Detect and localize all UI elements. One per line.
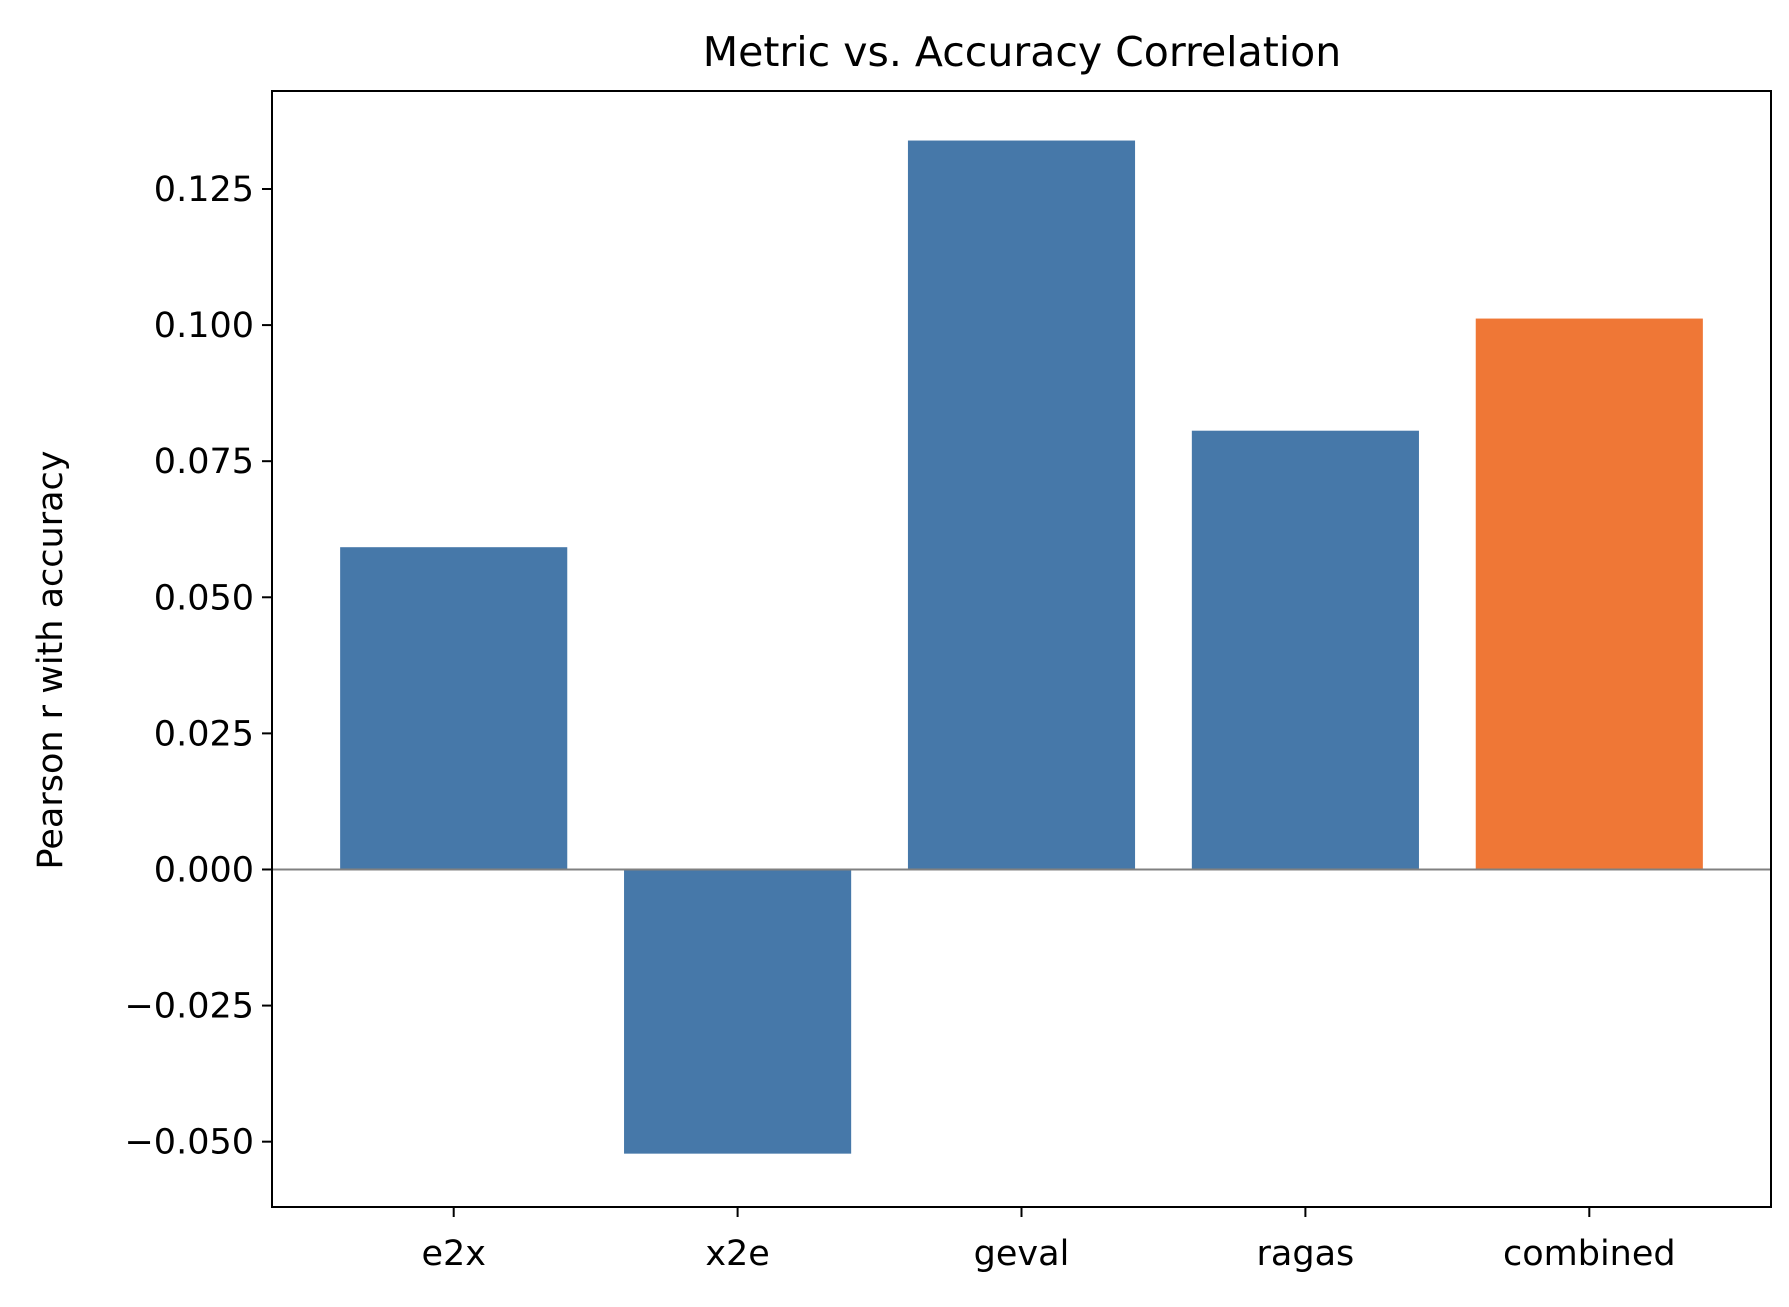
y-tick-label: 0.025 <box>154 714 254 754</box>
bar-geval <box>907 140 1136 870</box>
y-tick-label: 0.075 <box>154 442 254 482</box>
bar-x2e <box>624 869 852 1154</box>
x-tick-label: e2x <box>421 1234 486 1274</box>
bar-ragas <box>1191 430 1419 870</box>
plot-area <box>272 140 1771 1154</box>
y-tick-label: 0.000 <box>154 850 254 890</box>
x-tick-label: ragas <box>1257 1234 1355 1274</box>
bar-combined <box>1475 318 1703 870</box>
x-tick-label: x2e <box>705 1234 770 1274</box>
y-axis-label: Pearson r with accuracy <box>31 451 71 870</box>
y-tick-label: −0.025 <box>124 987 254 1027</box>
x-tick-label: geval <box>974 1234 1070 1274</box>
y-tick-label: 0.125 <box>154 170 254 210</box>
axis-ticks: −0.050 −0.025 0.000 0.025 0.050 0.075 0.100 0.1… <box>124 170 1675 1274</box>
y-tick-label: 0.100 <box>154 306 254 346</box>
bar-e2x <box>340 547 568 870</box>
chart-title: Metric vs. Accuracy Correlation <box>703 28 1341 76</box>
x-tick-label: combined <box>1503 1234 1676 1274</box>
y-tick-label: −0.050 <box>124 1123 254 1163</box>
plot-frame <box>271 90 1772 1208</box>
y-tick-label: 0.050 <box>154 578 254 618</box>
